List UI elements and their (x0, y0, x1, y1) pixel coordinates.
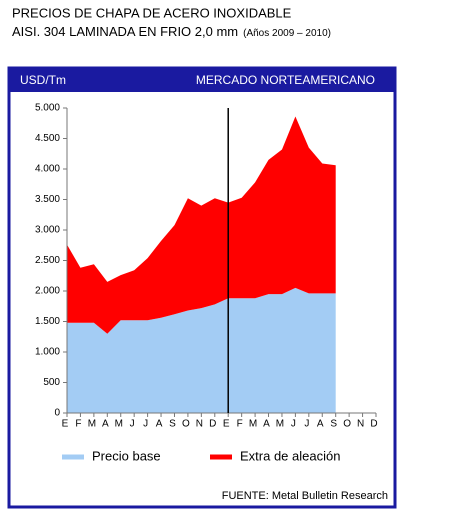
x-tick-label: D (370, 419, 377, 430)
x-tick-label: A (263, 419, 270, 430)
x-tick-label: M (115, 419, 123, 430)
y-axis-unit: USD/Tm (20, 73, 66, 87)
panel-header (9, 68, 395, 92)
x-tick-label: F (237, 419, 243, 430)
x-tick-label: J (130, 419, 135, 430)
x-tick-label: M (249, 419, 257, 430)
period: (Años 2009 – 2010) (243, 28, 331, 39)
legend-label: Extra de aleación (240, 448, 340, 463)
x-tick-label: A (102, 419, 109, 430)
x-tick-label: N (357, 419, 364, 430)
y-tick-label: 4.000 (35, 164, 60, 175)
x-tick-label: S (169, 419, 176, 430)
x-tick-label: J (143, 419, 148, 430)
y-tick-label: 5.000 (35, 103, 60, 114)
x-tick-label: J (291, 419, 296, 430)
y-tick-label: 1.500 (35, 316, 60, 327)
chart-title: PRECIOS DE CHAPA DE ACERO INOXIDABLE (12, 5, 292, 20)
x-tick-label: S (330, 419, 337, 430)
y-tick-label: 500 (43, 377, 60, 388)
source: FUENTE: Metal Bulletin Research (222, 490, 388, 502)
x-tick-label: O (182, 419, 190, 430)
legend-label: Precio base (92, 448, 161, 463)
chart-subtitle: AISI. 304 LAMINADA EN FRIO 2,0 mm (Años 2… (12, 24, 331, 39)
y-tick-label: 2.500 (35, 255, 60, 266)
x-tick-label: N (196, 419, 203, 430)
x-tick-label: J (304, 419, 309, 430)
y-tick-label: 2.000 (35, 286, 60, 297)
x-tick-label: E (62, 419, 69, 430)
area (67, 116, 336, 334)
y-tick-label: 3.000 (35, 225, 60, 236)
y-tick-label: 0 (54, 408, 60, 419)
x-tick-label: O (343, 419, 351, 430)
y-tick-label: 3.500 (35, 194, 60, 205)
x-tick-label: M (88, 419, 96, 430)
subtitle-text: AISI. 304 LAMINADA EN FRIO 2,0 mm (12, 24, 238, 39)
x-tick-label: A (317, 419, 324, 430)
x-tick-label: F (75, 419, 81, 430)
panel-title: MERCADO NORTEAMERICANO (196, 73, 375, 87)
x-tick-label: E (223, 419, 230, 430)
x-tick-label: M (276, 419, 284, 430)
y-tick-label: 1.000 (35, 347, 60, 358)
x-tick-label: D (209, 419, 216, 430)
x-tick-label: A (156, 419, 163, 430)
y-tick-label: 4.500 (35, 133, 60, 144)
area (67, 287, 336, 413)
